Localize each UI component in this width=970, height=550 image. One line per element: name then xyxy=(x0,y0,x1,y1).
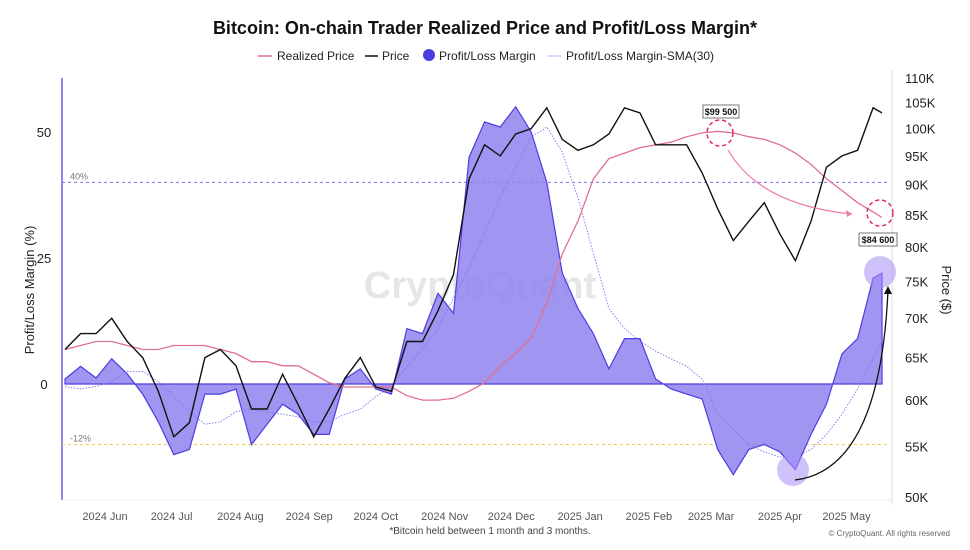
price-line xyxy=(64,106,883,439)
reference-label: -12% xyxy=(70,433,91,443)
annotation-peak-label: $99 500 xyxy=(705,107,738,117)
highlight-circle-bottom xyxy=(777,454,809,486)
annotation-circle-current xyxy=(866,199,894,227)
x-tick-label: 2024 Jul xyxy=(151,511,193,523)
x-tick-label: 2024 Jun xyxy=(82,511,127,523)
right-tick-label: 90K xyxy=(905,178,928,193)
right-tick-label: 50K xyxy=(905,490,928,505)
left-tick-label: 50 xyxy=(37,125,51,140)
left-axis-label: Profit/Loss Margin (%) xyxy=(22,226,37,355)
legend-realized[interactable]: Realized Price xyxy=(277,49,355,63)
x-tick-label: 2024 Oct xyxy=(354,511,399,523)
legend-price[interactable]: Price xyxy=(382,49,410,63)
x-tick-label: 2025 Mar xyxy=(688,511,735,523)
right-tick-label: 100K xyxy=(905,122,936,137)
right-axis-label: Price ($) xyxy=(939,265,954,314)
right-tick-label: 65K xyxy=(905,351,928,366)
right-tick-label: 70K xyxy=(905,311,928,326)
legend-margin-swatch xyxy=(423,49,435,61)
x-tick-label: 2024 Sep xyxy=(286,511,333,523)
arrowhead-icon xyxy=(884,286,892,294)
footnote: *Bitcoin held between 1 month and 3 mont… xyxy=(389,526,590,537)
right-tick-label: 60K xyxy=(905,393,928,408)
right-tick-label: 105K xyxy=(905,96,936,111)
sma-line xyxy=(64,126,883,458)
right-tick-label: 75K xyxy=(905,275,928,290)
legend-margin[interactable]: Profit/Loss Margin xyxy=(439,49,536,63)
arrowhead-icon xyxy=(846,210,852,217)
annotation-box-current xyxy=(858,232,898,247)
right-tick-label: 55K xyxy=(905,439,928,454)
x-tick-label: 2025 Jan xyxy=(557,511,602,523)
x-tick-label: 2024 Aug xyxy=(217,511,264,523)
right-tick-label: 110K xyxy=(905,71,935,86)
x-tick-label: 2024 Nov xyxy=(421,511,469,523)
legend-sma[interactable]: Profit/Loss Margin-SMA(30) xyxy=(566,49,714,63)
left-tick-label: 0 xyxy=(40,377,47,392)
x-tick-label: 2025 Apr xyxy=(758,511,802,523)
copyright: © CryptoQuant. All rights reserved xyxy=(829,529,951,538)
highlight-circle-top xyxy=(864,256,896,288)
x-tick-label: 2025 Feb xyxy=(626,511,672,523)
reference-label: 40% xyxy=(70,171,88,181)
x-tick-label: 2025 May xyxy=(822,511,871,523)
right-tick-label: 85K xyxy=(905,208,928,223)
annotation-box-peak xyxy=(702,104,740,119)
x-tick-label: 2024 Dec xyxy=(488,511,536,523)
annotation-current-label: $84 600 xyxy=(862,235,895,245)
legend: Realized Price Price Profit/Loss Margin … xyxy=(258,49,714,63)
annotation-arrow-rebound xyxy=(794,289,889,481)
realized-price-line xyxy=(64,130,883,401)
chart-title: Bitcoin: On-chain Trader Realized Price … xyxy=(213,18,757,38)
right-tick-label: 80K xyxy=(905,240,928,255)
right-tick-label: 95K xyxy=(905,149,928,164)
annotation-arrow-decline xyxy=(727,149,853,215)
annotations: $99 500 $84 600 xyxy=(702,104,898,486)
annotation-circle-peak xyxy=(706,119,734,147)
margin-area xyxy=(64,105,883,476)
left-tick-label: 25 xyxy=(37,251,51,266)
